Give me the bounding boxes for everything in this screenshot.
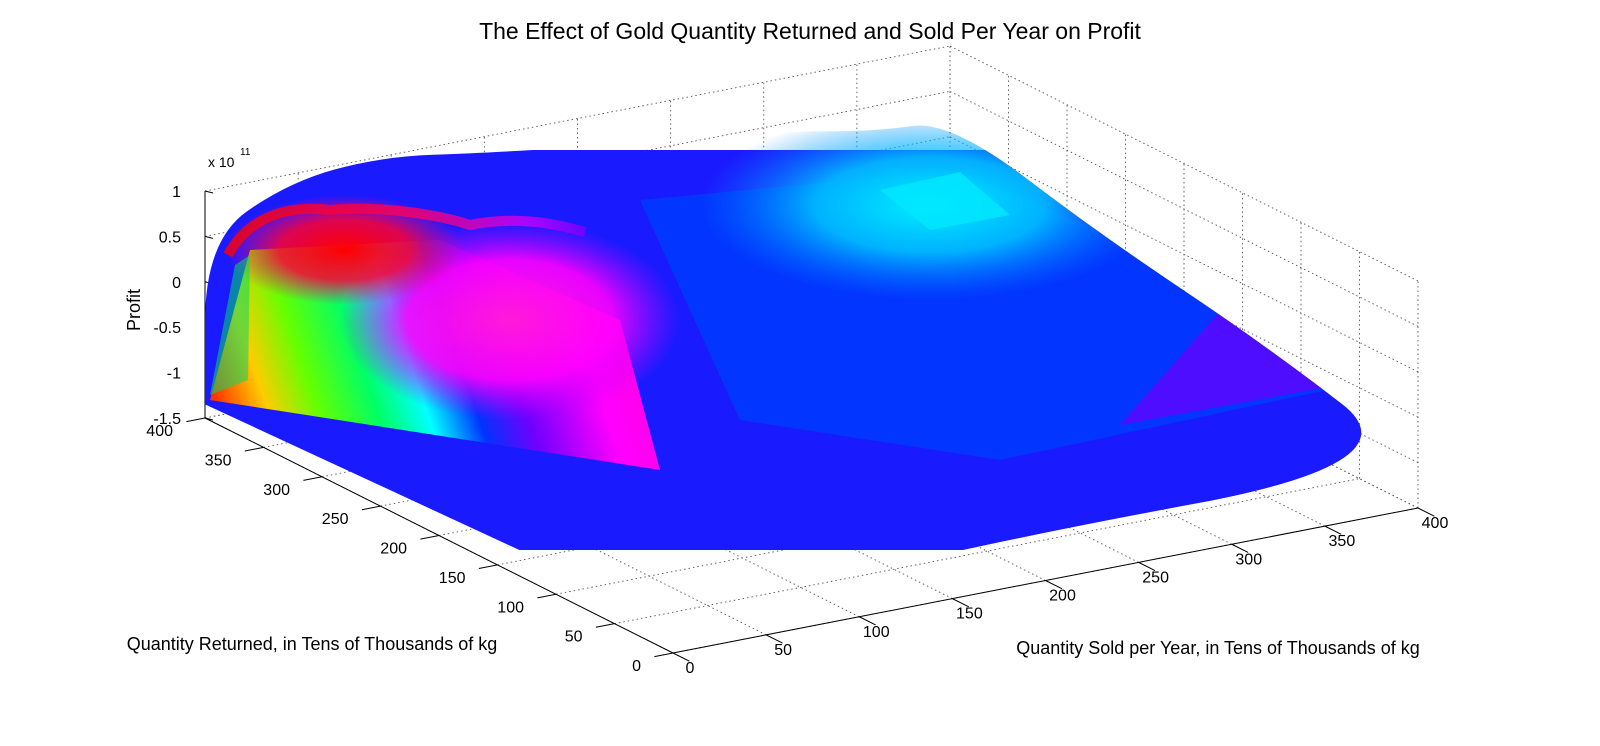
z-tick-label: -0.5 [153, 320, 181, 337]
surface-left-wall [210, 255, 250, 395]
y-tick-mark [186, 417, 206, 423]
right-wall-grid-line [949, 45, 1419, 282]
y-tick-mark [420, 535, 440, 540]
z-exponent: x 10 11 [208, 147, 251, 170]
y-tick-label: 300 [263, 482, 290, 499]
x-tick-mark [672, 652, 690, 662]
y-tick-mark [595, 623, 615, 628]
x-tick-mark [1231, 543, 1249, 553]
tick-labels: 0 50 100 150 200 250 300 350 400 0 50 100 150 200 250 3… [146, 184, 1448, 677]
z-tick-mark [204, 190, 214, 194]
y-tick-label: 200 [380, 541, 407, 558]
y-tick-mark [478, 564, 498, 569]
x-tick-mark [1417, 507, 1435, 517]
x-tick-label: 250 [1142, 569, 1169, 586]
z-tick-label: 0.5 [159, 229, 181, 246]
x-tick-mark [1138, 561, 1156, 572]
back-wall-grid-line [204, 45, 951, 192]
y-tick-mark [244, 446, 264, 452]
z-axis-label: Profit [124, 289, 144, 331]
surface-cyan-highlight [880, 172, 1010, 230]
x-tick-mark [1045, 580, 1063, 590]
x-tick-label: 150 [956, 606, 983, 623]
x-tick-mark [952, 598, 969, 608]
y-tick-label: 0 [632, 658, 641, 675]
y-tick-mark [654, 652, 674, 658]
floor-grid-line [614, 478, 1360, 625]
y-tick-mark [361, 505, 381, 511]
y-tick-label: 100 [497, 599, 524, 616]
x-axis-label: Quantity Sold per Year, in Tens of Thous… [1016, 638, 1420, 658]
x-tick-label: 400 [1422, 515, 1449, 532]
z-tick-mark [204, 235, 214, 239]
right-wall-grid-line [949, 136, 1419, 373]
y-tick-label: 250 [322, 511, 349, 528]
x-tick-mark [1324, 525, 1342, 535]
x-tick-mark [859, 616, 876, 626]
z-tick-label: -1 [167, 366, 181, 383]
z-exponent-base: x 10 [208, 154, 235, 170]
z-tick-label: -1.5 [153, 411, 181, 428]
z-tick-label: 1 [172, 184, 181, 201]
x-tick-label: 200 [1049, 588, 1076, 605]
x-tick-label: 100 [863, 624, 890, 641]
y-axis-label: Quantity Returned, in Tens of Thousands … [127, 634, 498, 654]
surface-red-peak [225, 195, 465, 305]
y-tick-label: 150 [439, 570, 466, 587]
x-tick-label: 300 [1235, 551, 1262, 568]
y-tick-label: 400 [146, 423, 173, 440]
x-tick-label: 50 [774, 642, 792, 659]
x-tick-mark [765, 634, 783, 644]
right-wall-grid-line [949, 90, 1419, 327]
y-tick-label: 350 [205, 452, 232, 469]
x-tick-label: 350 [1329, 533, 1356, 550]
profit-surface [205, 125, 1362, 550]
surface-purple-edge [1120, 300, 1362, 425]
y-tick-mark [537, 593, 557, 599]
x-tick-label: 0 [686, 660, 695, 677]
chart-title: The Effect of Gold Quantity Returned and… [479, 18, 1141, 44]
y-tick-mark [303, 476, 323, 481]
z-exponent-power: 11 [240, 147, 251, 158]
surface-ridge-crest [223, 203, 587, 258]
z-tick-mark [204, 417, 214, 421]
axis-box [186, 190, 1435, 662]
y-tick-label: 50 [565, 629, 583, 646]
z-tick-label: 0 [172, 275, 181, 292]
